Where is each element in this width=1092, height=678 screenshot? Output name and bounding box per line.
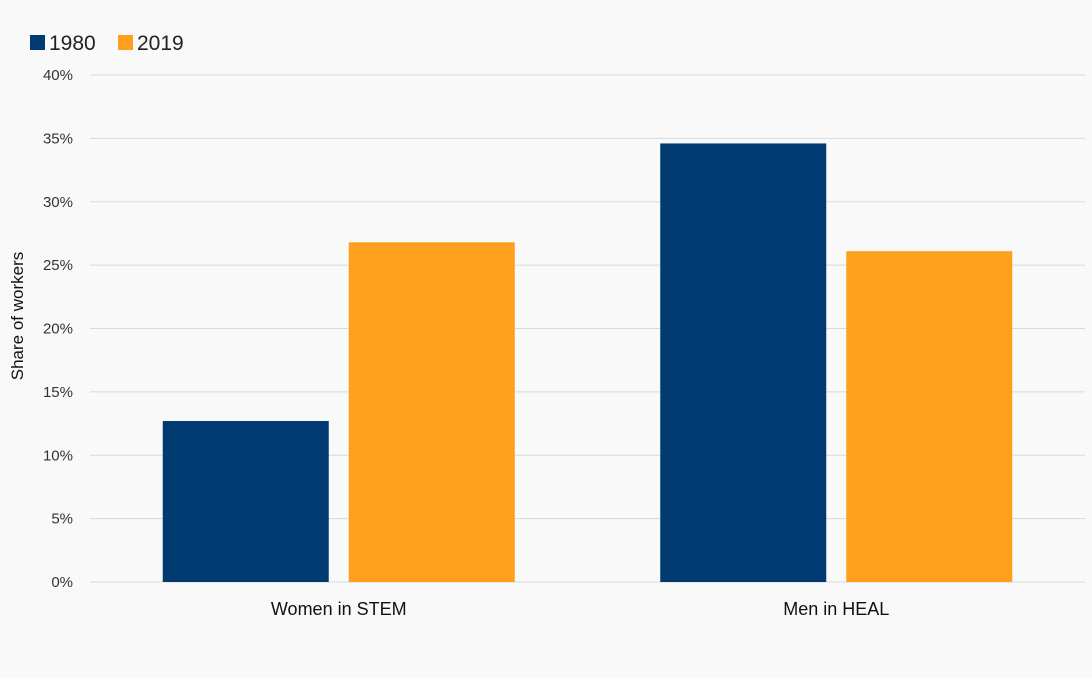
bars xyxy=(162,143,1013,582)
bar-1980-men-in-heal xyxy=(660,143,827,582)
y-tick-label: 0% xyxy=(51,574,73,591)
y-axis-label: Share of workers xyxy=(8,252,27,381)
bar-2019-women-in-stem xyxy=(348,242,515,582)
legend: 1980 2019 xyxy=(30,32,184,55)
y-tick-label: 30% xyxy=(43,194,73,211)
bar-2019-men-in-heal xyxy=(846,251,1013,582)
y-tick-label: 10% xyxy=(43,447,73,464)
legend-swatch-2019 xyxy=(118,35,133,50)
legend-label-1980: 1980 xyxy=(49,32,96,55)
y-tick-label: 40% xyxy=(43,67,73,84)
y-tick-label: 35% xyxy=(43,130,73,147)
x-category-label: Men in HEAL xyxy=(783,599,889,619)
x-category-label: Women in STEM xyxy=(271,599,407,619)
y-axis-ticks: 0% 5% 10% 15% 20% 25% 30% 35% 40% xyxy=(43,67,73,591)
legend-label-2019: 2019 xyxy=(137,32,184,55)
y-tick-label: 15% xyxy=(43,384,73,401)
y-tick-label: 5% xyxy=(51,511,73,528)
bar-1980-women-in-stem xyxy=(162,421,329,582)
x-axis-categories: Women in STEM Men in HEAL xyxy=(271,599,889,619)
y-tick-label: 25% xyxy=(43,257,73,274)
legend-swatch-1980 xyxy=(30,35,45,50)
y-tick-label: 20% xyxy=(43,321,73,338)
